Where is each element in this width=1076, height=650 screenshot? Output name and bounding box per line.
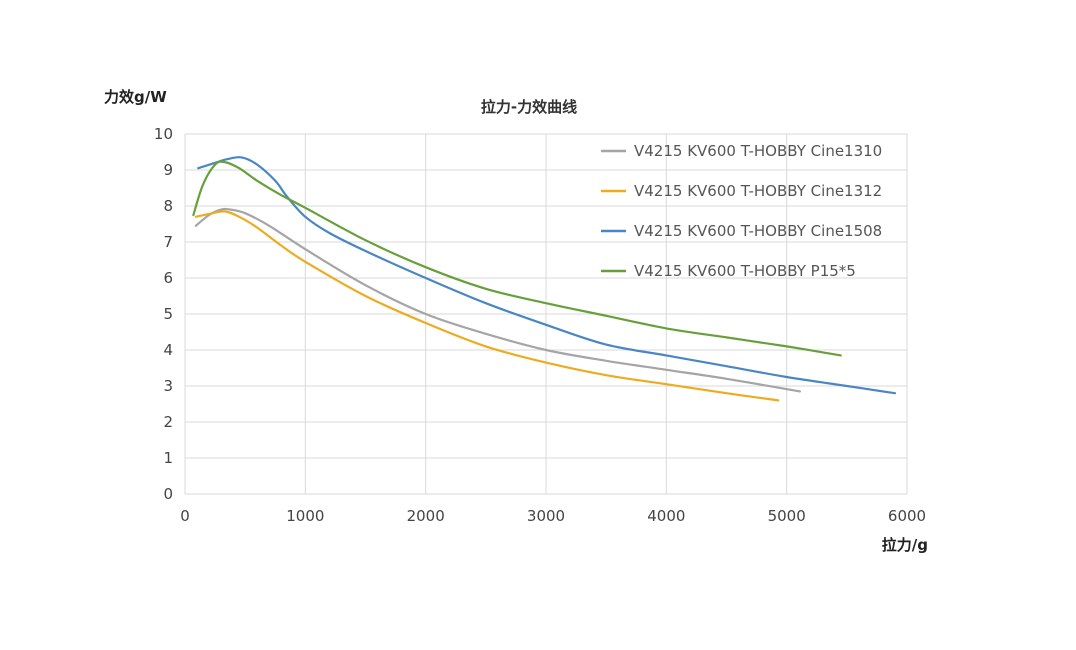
y-axis-title: 力效g/W: [104, 88, 167, 106]
x-tick-label: 6000: [888, 507, 926, 525]
y-tick-label: 4: [163, 341, 173, 359]
series-line-3: [197, 156, 897, 395]
x-tick-label: 2000: [407, 507, 445, 525]
legend-label-3: V4215 KV600 T-HOBBY Cine1508: [634, 222, 882, 240]
legend-label-1: V4215 KV600 T-HOBBY Cine1310: [634, 142, 882, 160]
x-tick-label: 1000: [286, 507, 324, 525]
legend: V4215 KV600 T-HOBBY Cine1310 V4215 KV600 …: [601, 142, 882, 280]
y-tick-label: 0: [163, 485, 173, 503]
x-tick-labels: 0 1000 2000 3000 4000 5000 6000: [180, 507, 926, 525]
chart-title: 拉力-力效曲线: [481, 98, 577, 116]
y-tick-label: 6: [163, 269, 173, 287]
x-tick-label: 5000: [768, 507, 806, 525]
y-tick-label: 5: [163, 305, 173, 323]
x-axis-title: 拉力/g: [882, 536, 928, 554]
y-tick-label: 3: [163, 377, 173, 395]
gridlines: [184, 133, 908, 495]
y-tick-label: 2: [163, 413, 173, 431]
x-tick-label: 0: [180, 507, 190, 525]
y-tick-labels: 0 1 2 3 4 5 6 7 8 9 10: [154, 125, 173, 503]
y-tick-label: 8: [163, 197, 173, 215]
y-tick-label: 7: [163, 233, 173, 251]
series-line-2: [194, 210, 780, 402]
series-lines: [192, 156, 897, 402]
series-line-4: [192, 160, 842, 357]
legend-label-2: V4215 KV600 T-HOBBY Cine1312: [634, 182, 882, 200]
series-line-1: [194, 207, 801, 393]
x-tick-label: 3000: [527, 507, 565, 525]
y-tick-label: 1: [163, 449, 173, 467]
y-tick-label: 9: [163, 161, 173, 179]
legend-label-4: V4215 KV600 T-HOBBY P15*5: [634, 262, 856, 280]
y-tick-label: 10: [154, 125, 173, 143]
x-tick-label: 4000: [647, 507, 685, 525]
